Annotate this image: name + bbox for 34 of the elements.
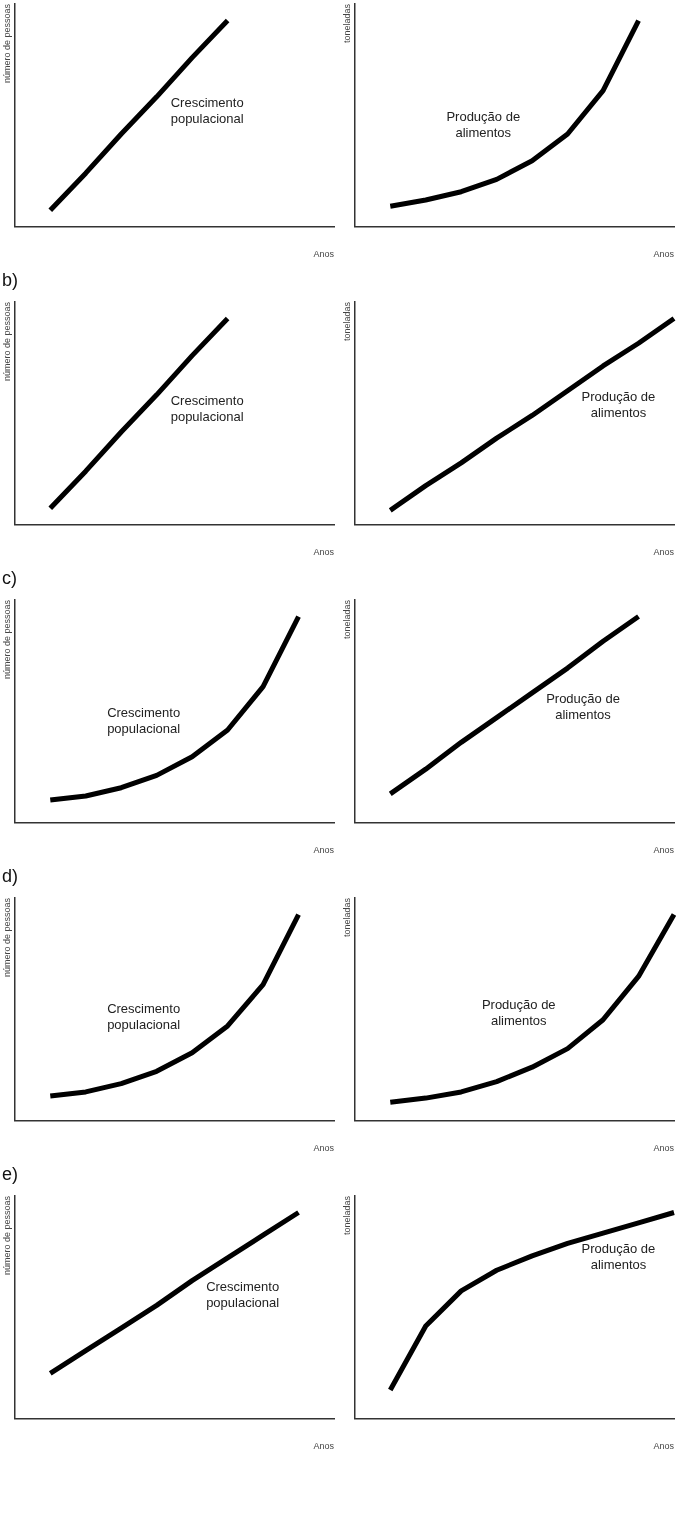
x-axis-title: Anos	[313, 547, 335, 558]
chart-title: e)	[1, 1163, 19, 1186]
x-axis-title: Anos	[653, 249, 675, 260]
series-label: Produção de alimentos	[481, 996, 556, 1028]
series-label: Crescimento populacional	[170, 392, 244, 424]
series-label: Crescimento populacional	[170, 94, 244, 126]
y-axis-title: toneladas	[341, 599, 352, 640]
y-axis-title: número de pessoas	[1, 599, 12, 680]
y-axis-title: toneladas	[341, 897, 352, 938]
y-axis-title: número de pessoas	[1, 897, 12, 978]
x-axis-title: Anos	[313, 249, 335, 260]
x-axis-title: Anos	[653, 1441, 675, 1452]
x-axis-title: Anos	[313, 845, 335, 856]
series-label: Crescimento populacional	[107, 1000, 181, 1032]
y-axis-title: toneladas	[341, 301, 352, 342]
chart-title: d)	[1, 865, 19, 888]
y-axis-title: toneladas	[341, 3, 352, 44]
y-axis-title: número de pessoas	[1, 301, 12, 382]
x-axis-title: Anos	[313, 1441, 335, 1452]
y-axis-title: toneladas	[341, 1195, 352, 1236]
y-axis-title: número de pessoas	[1, 3, 12, 84]
series-label: Produção de alimentos	[581, 388, 656, 420]
series-label: Crescimento populacional	[107, 704, 181, 736]
series-label: Produção de alimentos	[546, 690, 620, 722]
series-label: Crescimento populacional	[206, 1278, 280, 1310]
x-axis-title: Anos	[653, 1143, 675, 1154]
series-label: Produção de alimentos	[446, 108, 521, 140]
chart-title: c)	[1, 567, 18, 590]
series-label: Produção de alimentos	[581, 1241, 656, 1273]
x-axis-title: Anos	[653, 845, 675, 856]
x-axis-title: Anos	[653, 547, 675, 558]
y-axis-title: número de pessoas	[1, 1195, 12, 1276]
x-axis-title: Anos	[313, 1143, 335, 1154]
chart-title: b)	[1, 269, 19, 292]
